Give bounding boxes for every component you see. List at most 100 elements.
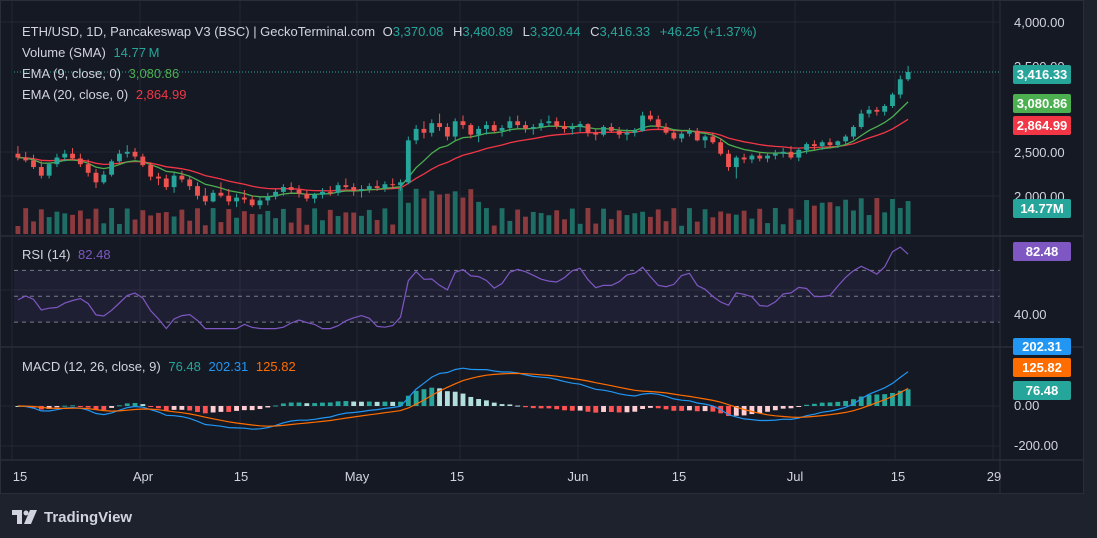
open-value: 3,370.08 [392,24,444,39]
volume-bar [851,210,856,234]
pane-separators [1,1,1083,493]
volume-bar [226,209,232,234]
volume-bar [484,208,489,234]
macd-histogram-bar [140,404,146,406]
macd-histogram-bar [273,405,279,407]
macd-histogram-bar [359,401,364,406]
candle-body [507,121,513,128]
macd-histogram-bar [866,394,872,406]
macd-legend[interactable]: MACD (12, 26, close, 9) 76.48 202.31 125… [22,359,300,375]
candle-body [491,125,497,131]
ema20-badge: 2,864.99 [1013,116,1071,135]
macd-histogram-bar [226,406,232,412]
candle-body [530,126,536,129]
macd-histogram-bar [679,406,685,411]
candle-body [788,151,794,158]
macd-histogram-bar [671,406,677,411]
volume-legend[interactable]: Volume (SMA) 14.77 M [22,45,163,61]
macd-histogram-bar [62,405,68,407]
volume-bar [179,209,185,234]
candle-body [663,126,669,133]
candle-body [827,142,833,146]
candle-body [46,164,52,176]
macd-histogram-bar [694,406,700,412]
macd-histogram-bar [577,406,583,411]
macd-histogram-bar [202,406,208,414]
volume-bar [515,209,521,234]
candle-body [140,156,146,166]
macd-histogram-bar [77,406,83,407]
macd-histogram-bar [515,405,521,407]
volume-bar [562,219,567,234]
tradingview-logo[interactable]: TradingView [12,507,132,527]
volume-bar [296,208,302,234]
time-axis-label: 15 [234,469,248,484]
chart-frame[interactable] [0,0,1084,494]
candle-body [226,195,232,202]
chart-canvas[interactable]: 4,000.003,500.002,500.002,000.0040.000.0… [0,0,1097,494]
volume-bar [827,202,833,234]
volume-bar [460,197,466,234]
ema9-legend[interactable]: EMA (9, close, 0) 3,080.86 [22,66,183,82]
volume-bar [241,211,247,234]
macd-histogram-bar [523,406,528,408]
candle-body [296,189,302,194]
change-value: +46.25 (+1.37%) [659,24,757,39]
rsi-legend[interactable]: RSI (14) 82.48 [22,247,115,263]
volume-bar [15,226,21,234]
macd-label: MACD (12, 26, close, 9) [22,359,161,374]
volume-bar [523,216,528,234]
volume-bar [632,213,638,234]
macd-histogram-bar [507,404,513,406]
volume-bar [608,219,614,234]
volume-bar [195,208,200,234]
high-key: H [453,24,463,39]
macd-histogram-bar [210,406,216,413]
volume-bar [312,208,318,234]
candle-body [733,157,739,168]
macd-histogram-bar [647,406,653,408]
candle-body [351,187,357,191]
macd-histogram-bar [335,401,341,406]
rsi-value: 82.48 [78,247,111,262]
macd-histogram-bar [460,393,466,406]
macd-histogram-bar [726,406,731,416]
volume-bar [249,213,255,234]
ema20-legend[interactable]: EMA (20, close, 0) 2,864.99 [22,87,190,103]
macd-histogram-bar [421,389,427,406]
volume-bar [897,207,903,234]
candle-body [77,158,83,165]
volume-bar [772,208,778,234]
symbol-legend: ETH/USD, 1D, Pancakeswap V3 (BSC) | Geck… [22,24,763,40]
macd-histogram-bar [741,406,747,416]
candle-body [163,178,169,188]
macd-histogram-bar [851,399,856,406]
volume-bar [507,220,513,234]
candle-body [210,192,216,202]
volume-bar [343,212,349,234]
volume-bar [171,216,177,234]
time-axis-label: Apr [133,469,154,484]
macd-histogram-bar [437,388,442,406]
volume-bar [273,218,279,234]
macd-histogram-bar [710,406,716,412]
rsi-pane [14,246,1000,330]
candle-body [640,115,646,131]
macd-histogram-bar [608,406,614,413]
candle-body [109,161,115,175]
close-price-badge: 3,416.33 [1013,65,1071,84]
candle-body [437,123,442,127]
candle-body [882,106,888,112]
candle-body [562,126,567,129]
candle-body [608,126,614,131]
macd-signal-value: 125.82 [255,359,296,374]
rsi-label: RSI (14) [22,247,71,262]
macd-signal-badge: 125.82 [1013,358,1071,377]
volume-bar [116,224,122,234]
volume-bar [398,188,403,234]
macd-hist-badge: 76.48 [1013,381,1071,400]
volume-badge: 14.77M [1013,199,1071,218]
symbol-title[interactable]: ETH/USD, 1D, Pancakeswap V3 (BSC) | Geck… [22,24,376,39]
macd-line [17,367,909,430]
price-axis-label: 2,500.00 [1014,145,1065,160]
